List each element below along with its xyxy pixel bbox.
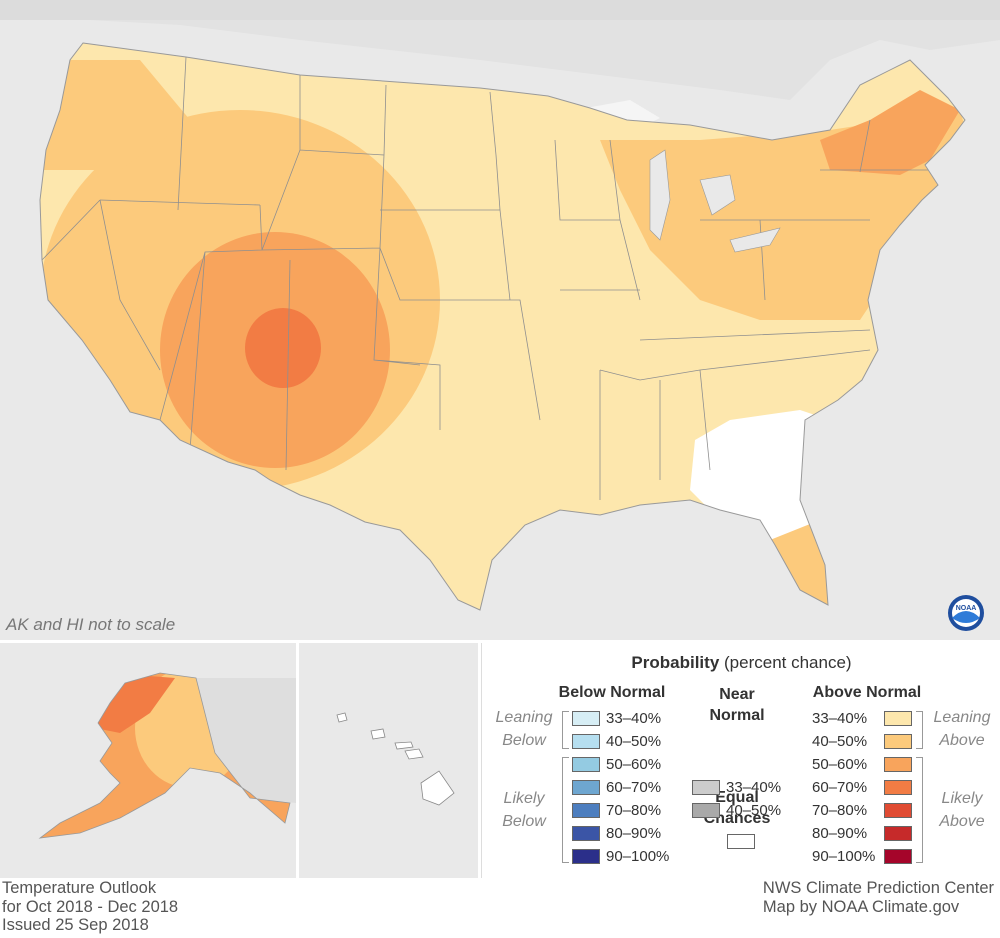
leaning-above-label: Leaning Above [933, 709, 991, 749]
above-normal-heading: Above Normal [812, 684, 922, 701]
credit-line-1: NWS Climate Prediction Center [762, 879, 994, 897]
above-swatch-1 [884, 734, 912, 749]
near-swatch-4 [692, 803, 720, 818]
legend: Probability (percent chance) Below Norma… [481, 643, 1000, 878]
above-range-2: 50–60% [812, 756, 868, 773]
below-range-6: 90–100% [606, 848, 670, 865]
lake-erie [729, 227, 781, 253]
above-swatch-3 [884, 780, 912, 795]
noaa-logo: NOAA [948, 595, 984, 631]
hawaii-inset [299, 643, 478, 878]
below-normal-heading: Below Normal [558, 684, 666, 701]
svg-text:NOAA: NOAA [956, 605, 977, 612]
below-swatch-4 [572, 803, 600, 818]
above-swatch-2 [884, 757, 912, 772]
conus-map-graphic: NOAA [0, 0, 1000, 631]
above-swatch-0 [884, 711, 912, 726]
credit-caption: NWS Climate Prediction Center Map by NOA… [763, 879, 994, 916]
caption-line-1: Temperature Outlook [2, 879, 157, 897]
below-swatch-6 [572, 849, 600, 864]
legend-title: Probability (percent chance) [482, 653, 1000, 673]
near-swatch-3 [692, 780, 720, 795]
equal-chances-swatch [727, 834, 755, 849]
likely-below-label: Likely Below [502, 790, 546, 830]
above-range-0: 33–40% [812, 710, 868, 727]
caption-line-3: Issued 25 Sep 2018 [2, 916, 149, 934]
above-swatch-5 [884, 826, 912, 841]
below-swatch-3 [572, 780, 600, 795]
credit-line-2: Map by NOAA Climate.gov [762, 897, 960, 916]
below-range-2: 50–60% [606, 756, 662, 773]
below-range-4: 70–80% [606, 802, 662, 819]
above-range-3: 60–70% [812, 779, 868, 796]
outlook-caption: Temperature Outlook for Oct 2018 - Dec 2… [2, 879, 178, 935]
lake-huron [699, 174, 736, 216]
likely-above-label: Likely Above [939, 790, 985, 830]
alaska-map [0, 643, 296, 878]
scale-note: AK and HI not to scale [6, 615, 176, 634]
below-swatch-1 [572, 734, 600, 749]
likely-above-bracket [916, 757, 923, 863]
below-swatch-2 [572, 757, 600, 772]
alaska-inset [0, 643, 296, 878]
caption-line-2: for Oct 2018 - Dec 2018 [2, 897, 179, 916]
below-range-1: 40–50% [606, 733, 662, 750]
conus-map: NOAA AK and HI not to scale [0, 0, 1000, 640]
lake-michigan [649, 149, 671, 241]
below-swatch-5 [572, 826, 600, 841]
above-range-4: 70–80% [812, 802, 868, 819]
hawaii-map [299, 643, 478, 878]
leaning-below-label: Leaning Below [495, 709, 553, 749]
below-range-3: 60–70% [606, 779, 662, 796]
above-range-1: 40–50% [812, 733, 868, 750]
below-swatch-0 [572, 711, 600, 726]
above-swatch-4 [884, 803, 912, 818]
leaning-below-bracket [562, 711, 569, 749]
near-range-3: 33–40% [726, 779, 782, 796]
legend-title-rest: (percent chance) [719, 653, 852, 672]
equal-chances-heading: Equal Chances [703, 789, 771, 827]
above-swatch-6 [884, 849, 912, 864]
likely-below-bracket [562, 757, 569, 863]
below-range-0: 33–40% [606, 710, 662, 727]
near-normal-heading: Near Normal [709, 686, 765, 724]
above-range-5: 80–90% [812, 825, 868, 842]
near-range-4: 40–50% [726, 802, 782, 819]
legend-title-bold: Probability [631, 653, 720, 672]
below-range-5: 80–90% [606, 825, 662, 842]
leaning-above-bracket [916, 711, 923, 749]
above-range-6: 90–100% [812, 848, 876, 865]
